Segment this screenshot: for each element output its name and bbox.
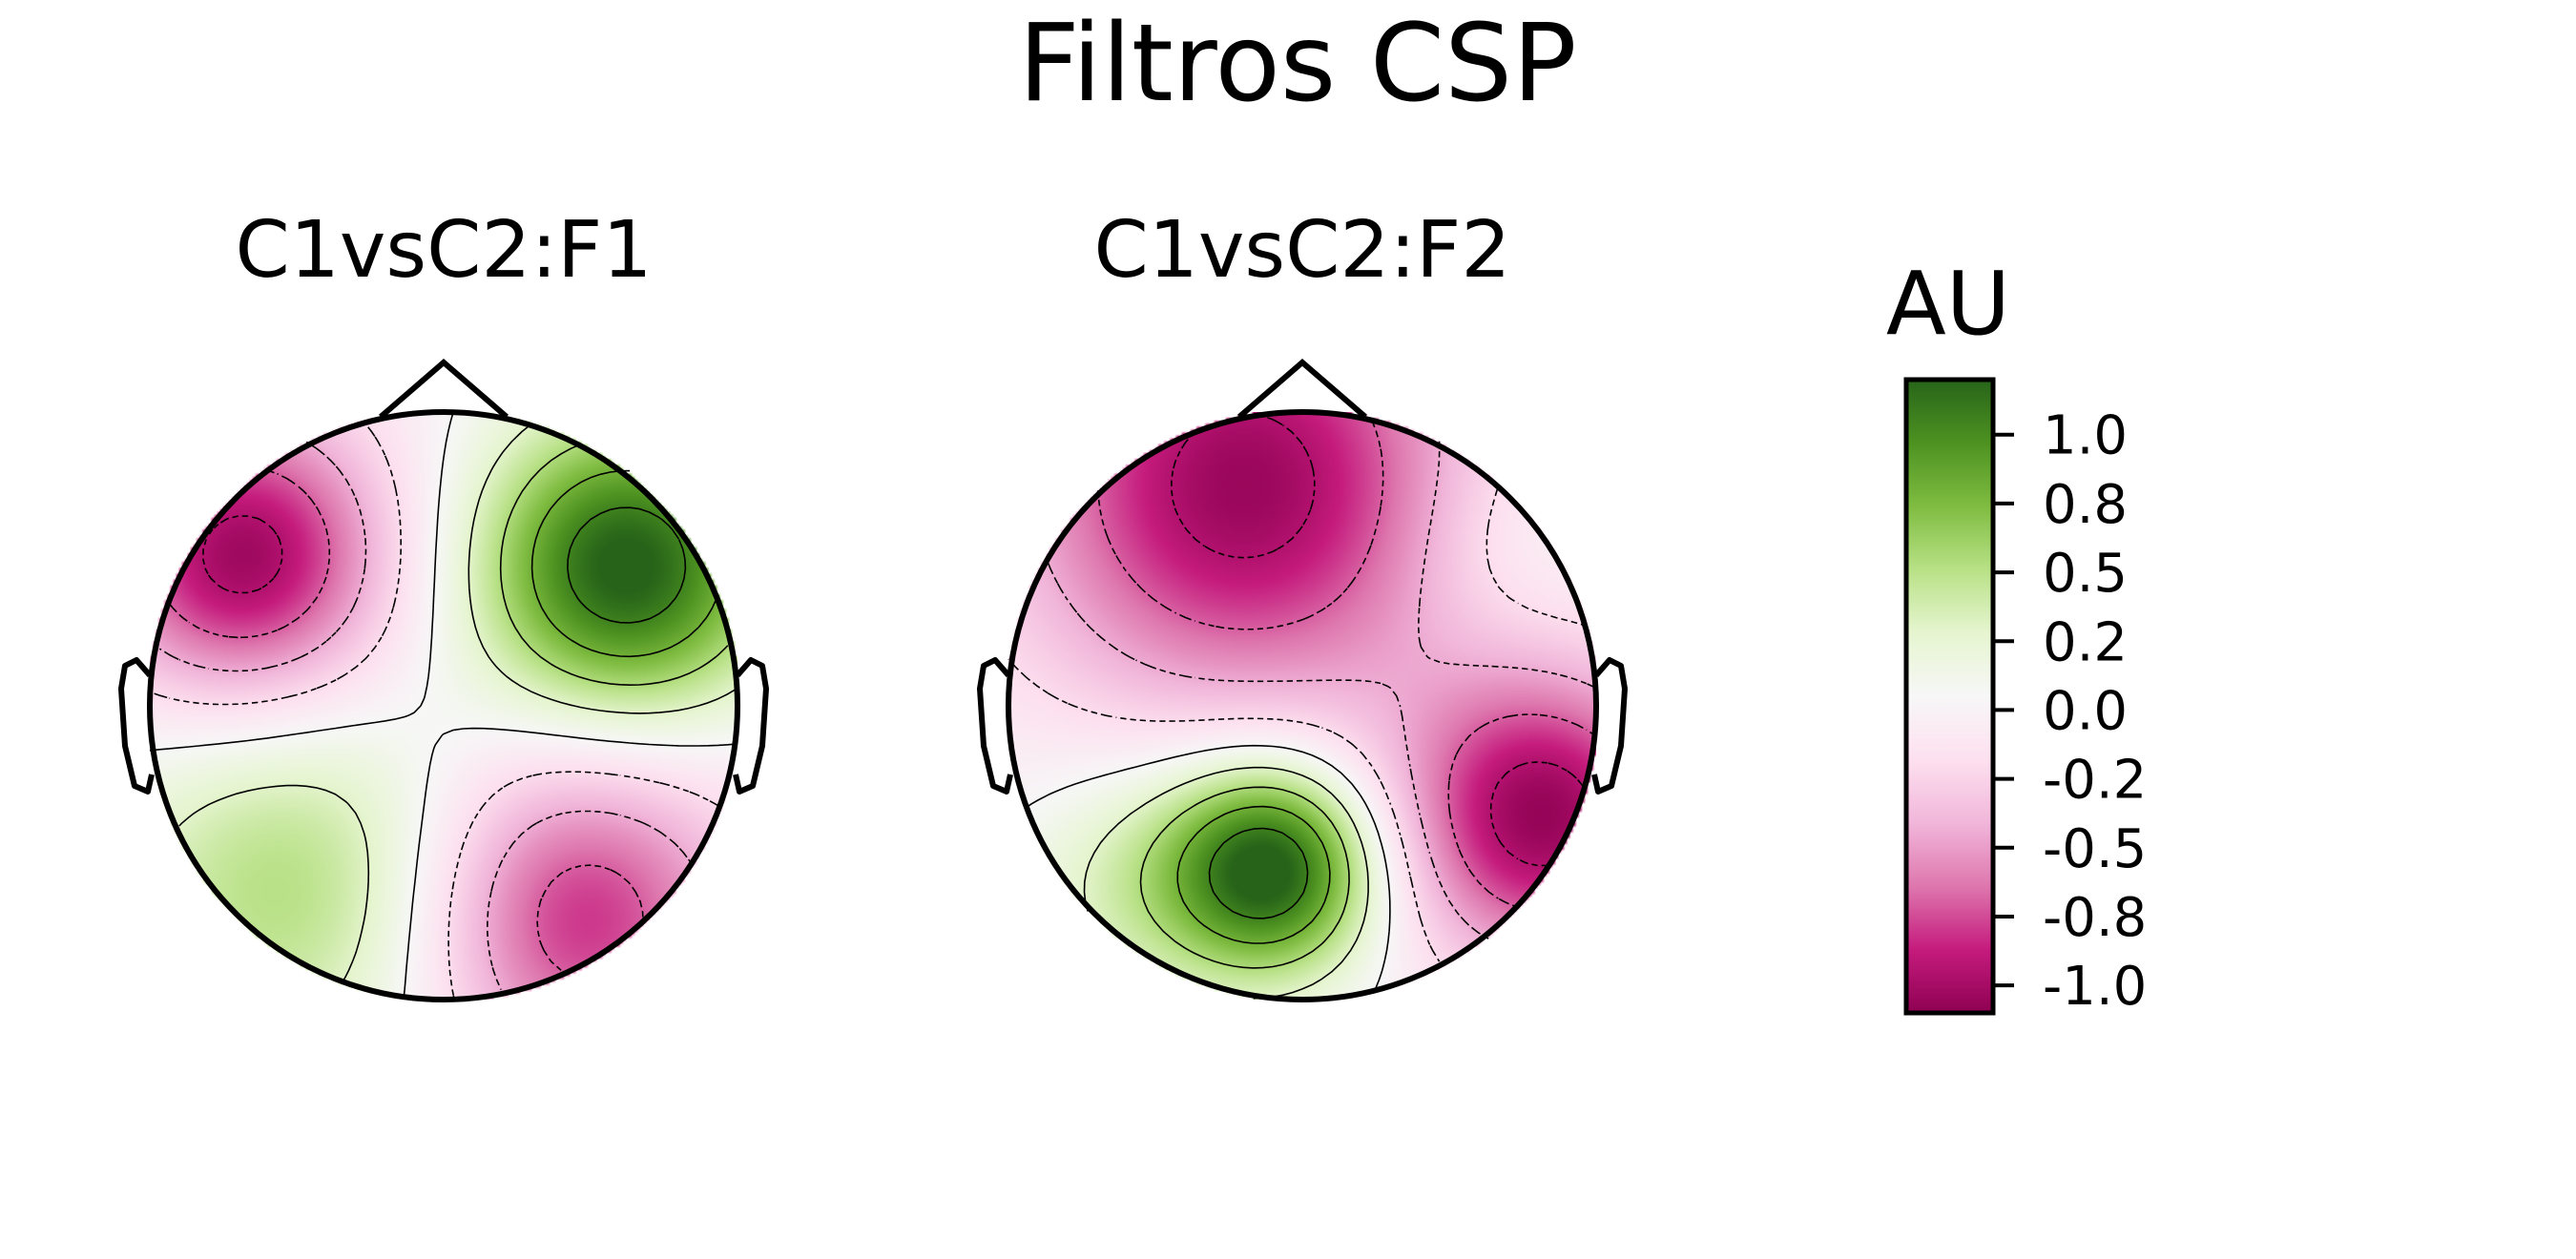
head-left-ear <box>118 657 155 795</box>
colorbar-tick-label: -0.5 <box>2043 818 2147 880</box>
contour-line <box>1176 805 1331 944</box>
topomap-heatmap <box>150 412 737 1000</box>
colorbar-tick-label: 0.0 <box>2043 680 2128 742</box>
colorbar-tick-label: -0.2 <box>2043 750 2147 812</box>
topomap-heatmap <box>1008 412 1596 1000</box>
colorbar: AU 1.0 0.8 0.50.2 0.0 -0.2-0.5 -0.8 -1.0 <box>1886 253 2147 1018</box>
panel-title: C1vsC2:F1 <box>235 205 652 296</box>
contour-line <box>1139 786 1350 969</box>
colorbar-ticks: 1.0 0.8 0.50.2 0.0 -0.2-0.5 -0.8 -1.0 <box>1993 405 2147 1018</box>
topomap-panels: C1vsC2:F1 C1vsC2:F2 <box>118 205 1628 1002</box>
contour-line <box>567 506 687 624</box>
contour-line <box>499 444 729 686</box>
contour-line <box>1083 766 1369 1000</box>
head-outline <box>1006 409 1599 1002</box>
head-right-ear <box>733 657 769 795</box>
figure-title: Filtros CSP <box>1018 2 1576 126</box>
contour-line <box>1208 827 1309 919</box>
head-nose <box>379 359 509 420</box>
panel-title: C1vsC2:F2 <box>1093 205 1510 296</box>
contour-line <box>178 423 738 980</box>
topomap-panel: C1vsC2:F1 <box>118 205 769 1002</box>
contour-line <box>158 441 692 991</box>
head-left-ear <box>977 657 1013 795</box>
colorbar-tick-label: -0.8 <box>2043 887 2147 949</box>
colorbar-tick-label: -1.0 <box>2043 956 2147 1018</box>
head-outline <box>147 409 740 1002</box>
contour-line <box>1097 422 1597 908</box>
colorbar-tick-label: 1.0 <box>2043 405 2128 467</box>
head-right-ear <box>1591 657 1628 795</box>
contour-line <box>168 469 644 972</box>
head-nose <box>1237 359 1367 420</box>
colorbar-tick-label: 0.8 <box>2043 474 2128 536</box>
topomap-panel: C1vsC2:F2 <box>977 205 1628 1002</box>
contour-line <box>530 469 719 658</box>
colorbar-tick-label: 0.2 <box>2043 611 2128 673</box>
colorbar-gradient <box>1903 377 1996 1016</box>
contour-line <box>1028 744 1391 990</box>
colorbar-label: AU <box>1886 253 2010 355</box>
colorbar-tick-label: 0.5 <box>2043 543 2128 605</box>
contour-line <box>202 515 283 594</box>
